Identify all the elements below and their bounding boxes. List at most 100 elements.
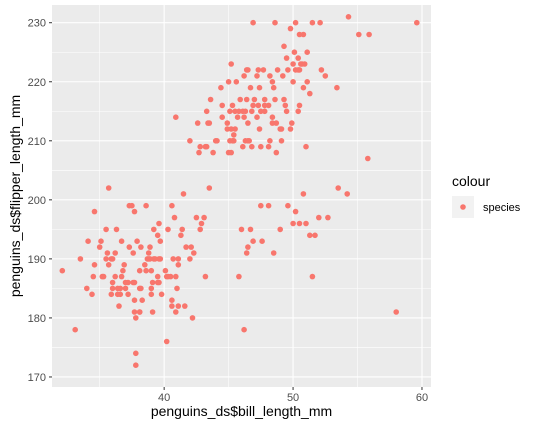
- data-point: [180, 191, 187, 197]
- data-point: [182, 303, 188, 309]
- data-point: [269, 120, 276, 126]
- data-point: [258, 202, 264, 209]
- data-point: [84, 285, 90, 292]
- x-tick-label: 40: [158, 392, 170, 404]
- data-point: [194, 120, 201, 126]
- data-point: [318, 67, 325, 73]
- data-point: [282, 102, 289, 109]
- data-point: [258, 108, 264, 115]
- data-point: [254, 73, 260, 79]
- data-point: [241, 73, 247, 79]
- data-point: [109, 279, 116, 286]
- data-point: [156, 220, 162, 227]
- data-point: [303, 143, 309, 150]
- data-point: [116, 303, 122, 309]
- data-point: [256, 84, 263, 91]
- data-point: [149, 279, 156, 286]
- data-point: [254, 114, 260, 120]
- data-point: [136, 267, 143, 274]
- data-point: [245, 244, 251, 250]
- data-point: [261, 108, 268, 115]
- data-point: [269, 114, 276, 120]
- data-point: [365, 155, 371, 162]
- data-point: [178, 232, 184, 239]
- data-point: [90, 273, 97, 280]
- data-point: [317, 19, 323, 26]
- data-point: [278, 126, 285, 132]
- data-point: [261, 96, 268, 103]
- data-point: [356, 31, 362, 38]
- data-point: [219, 114, 225, 120]
- y-tick-label: 190: [28, 254, 46, 266]
- x-tick-label: 60: [416, 392, 428, 404]
- data-point: [250, 19, 256, 26]
- data-point: [59, 267, 66, 274]
- data-point: [206, 120, 213, 126]
- data-point: [270, 250, 277, 256]
- data-point: [203, 108, 210, 115]
- data-point: [117, 291, 124, 298]
- data-point: [157, 238, 164, 244]
- data-point: [259, 238, 265, 244]
- data-point: [277, 226, 284, 233]
- data-point: [125, 279, 131, 286]
- data-point: [196, 149, 202, 156]
- data-point: [165, 226, 171, 233]
- data-point: [345, 13, 352, 20]
- data-point: [246, 138, 252, 144]
- data-point: [98, 238, 104, 244]
- data-point: [149, 309, 156, 315]
- data-point: [142, 262, 148, 268]
- data-point: [292, 67, 299, 73]
- data-point: [89, 291, 95, 298]
- data-point: [344, 191, 351, 197]
- data-point: [121, 262, 127, 268]
- data-point: [267, 138, 273, 144]
- data-point: [103, 226, 109, 233]
- data-point: [163, 338, 170, 345]
- data-point: [131, 208, 138, 215]
- data-point: [265, 202, 272, 209]
- data-point: [109, 256, 116, 262]
- data-point: [281, 43, 287, 50]
- data-point: [72, 326, 78, 333]
- data-point: [280, 73, 286, 79]
- data-point: [250, 102, 256, 109]
- data-point: [296, 220, 303, 227]
- data-point: [77, 256, 84, 262]
- data-point: [171, 214, 178, 221]
- data-point: [118, 273, 125, 280]
- data-point: [251, 96, 258, 103]
- data-point: [151, 226, 157, 233]
- data-point: [309, 273, 316, 280]
- data-point: [316, 214, 322, 221]
- data-point: [158, 291, 165, 298]
- data-point: [188, 244, 194, 250]
- data-point: [270, 84, 277, 91]
- data-point: [265, 143, 272, 150]
- data-point: [157, 256, 164, 262]
- data-point: [393, 309, 400, 315]
- data-point: [105, 185, 112, 191]
- data-point: [219, 102, 225, 109]
- data-point: [241, 114, 247, 120]
- data-point: [307, 232, 313, 239]
- data-point: [272, 96, 278, 103]
- data-point: [175, 256, 182, 262]
- data-point: [261, 102, 268, 109]
- data-point: [202, 273, 209, 280]
- data-point: [247, 226, 254, 233]
- data-point: [300, 31, 307, 38]
- data-point: [292, 19, 299, 26]
- y-tick-label: 200: [28, 195, 46, 207]
- data-point: [249, 143, 255, 150]
- data-point: [232, 108, 238, 115]
- data-point: [113, 226, 120, 233]
- data-point: [133, 350, 139, 357]
- data-point: [131, 279, 138, 286]
- x-axis-ticks: 40 50 60: [158, 387, 428, 404]
- data-points: [59, 13, 420, 369]
- data-point: [108, 291, 115, 298]
- data-point: [138, 244, 144, 250]
- data-point: [129, 202, 135, 209]
